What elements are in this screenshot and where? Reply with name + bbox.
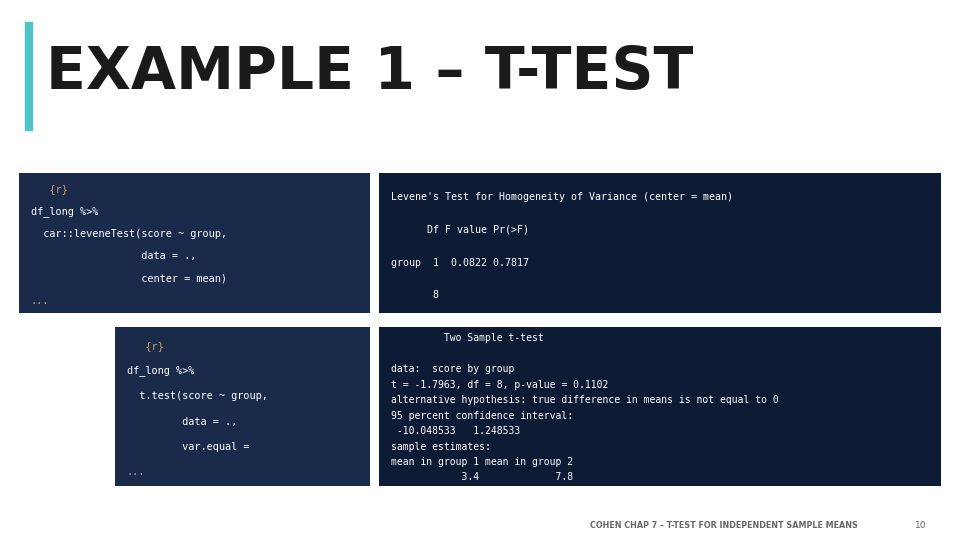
Text: mean in group 1 mean in group 2: mean in group 1 mean in group 2	[391, 457, 573, 467]
Text: 10: 10	[915, 521, 926, 530]
Text: EXAMPLE 1 – T-TEST: EXAMPLE 1 – T-TEST	[46, 44, 693, 102]
Text: data = .,: data = .,	[127, 416, 237, 427]
Text: center = mean): center = mean)	[31, 274, 227, 284]
Text: {r}: {r}	[127, 341, 163, 350]
Bar	[25, 22, 32, 130]
Text: data:  score by group: data: score by group	[391, 364, 515, 374]
Text: sample estimates:: sample estimates:	[391, 442, 491, 451]
Bar	[379, 327, 941, 486]
Bar	[379, 173, 941, 313]
Text: 3.4             7.8: 3.4 7.8	[391, 472, 573, 483]
Text: ...: ...	[127, 467, 145, 477]
Text: -10.048533   1.248533: -10.048533 1.248533	[391, 426, 520, 436]
Text: {r}: {r}	[31, 185, 67, 194]
Text: COHEN CHAP 7 – T-TEST FOR INDEPENDENT SAMPLE MEANS: COHEN CHAP 7 – T-TEST FOR INDEPENDENT SA…	[590, 521, 858, 530]
Text: t = -1.7963, df = 8, p-value = 0.1102: t = -1.7963, df = 8, p-value = 0.1102	[391, 380, 608, 390]
Text: alternative hypothesis: true difference in means is not equal to 0: alternative hypothesis: true difference …	[391, 395, 779, 405]
Text: 95 percent confidence interval:: 95 percent confidence interval:	[391, 410, 573, 421]
Text: 8: 8	[391, 290, 439, 300]
Text: Df F value Pr(>F): Df F value Pr(>F)	[391, 225, 529, 235]
Bar	[115, 327, 370, 486]
Text: Levene's Test for Homogeneity of Variance (center = mean): Levene's Test for Homogeneity of Varianc…	[391, 192, 732, 202]
Text: group  1  0.0822 0.7817: group 1 0.0822 0.7817	[391, 258, 529, 268]
Text: car::leveneTest(score ~ group,: car::leveneTest(score ~ group,	[31, 229, 227, 239]
Bar	[19, 173, 370, 313]
Text: df_long %>%: df_long %>%	[127, 366, 194, 376]
Text: df_long %>%: df_long %>%	[31, 206, 98, 217]
Text: t.test(score ~ group,: t.test(score ~ group,	[127, 392, 268, 401]
Text: ...: ...	[31, 296, 49, 306]
Text: Two Sample t-test: Two Sample t-test	[391, 333, 543, 343]
Text: var.equal =: var.equal =	[127, 442, 255, 452]
Text: data = .,: data = .,	[31, 252, 196, 261]
